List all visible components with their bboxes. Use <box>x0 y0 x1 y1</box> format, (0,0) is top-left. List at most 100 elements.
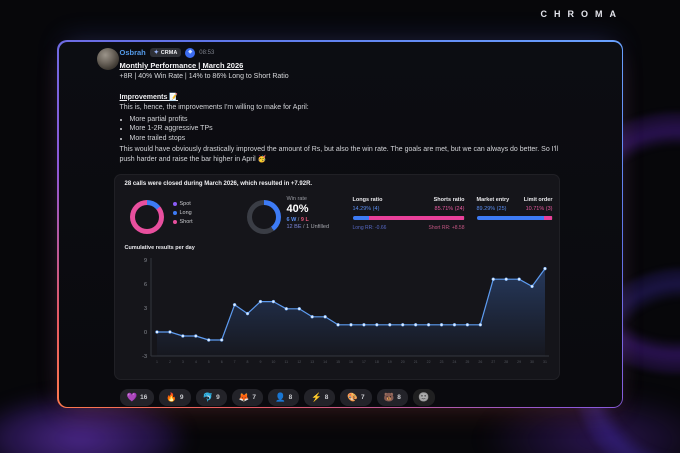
timestamp: 08:53 <box>199 49 215 56</box>
legend-label: Spot <box>179 200 191 207</box>
add-reaction-button[interactable]: 🙂 <box>412 388 435 406</box>
svg-text:29: 29 <box>517 360 521 364</box>
entry-type-bar <box>476 215 553 220</box>
shorts-ratio-value: 85.71% (24) <box>434 205 465 212</box>
svg-text:19: 19 <box>387 360 391 364</box>
fire-emoji-icon: 🔥 <box>166 391 177 402</box>
positions-legend: Spot Long Short <box>172 200 193 225</box>
reaction-count: 9 <box>179 393 184 401</box>
winrate-stats: Win rate 40% 6 W / 9 L 12 BE / 1 Unfille… <box>287 196 330 231</box>
legend-item: Long <box>172 209 193 216</box>
limit-order-label: Limit order <box>523 196 553 203</box>
left-bar-segment <box>352 215 369 220</box>
svg-text:6: 6 <box>143 282 146 288</box>
be-unfilled-line: 12 BE / 1 Unfilled <box>286 223 330 230</box>
message-title: Monthly Performance | March 2026 <box>119 60 244 70</box>
svg-text:9: 9 <box>143 258 146 264</box>
svg-text:26: 26 <box>478 360 482 364</box>
svg-text:-3: -3 <box>142 354 147 360</box>
closing-paragraph: This would have obviously drastically im… <box>119 146 559 163</box>
reaction-pill-fire[interactable]: 🔥 9 <box>159 388 191 406</box>
username[interactable]: Osbrah <box>119 48 146 57</box>
legend-label: Short <box>179 218 193 225</box>
svg-text:25: 25 <box>465 360 469 364</box>
longs-ratio-value: 14.29% (4) <box>352 205 380 212</box>
reaction-pill-colorful-sphere[interactable]: 🎨 7 <box>340 388 372 406</box>
right-bar-segment <box>368 215 465 220</box>
market-entry-label: Market entry <box>476 196 510 203</box>
reaction-pill-bear[interactable]: 🐻 8 <box>376 388 408 406</box>
legend-dot <box>172 219 177 224</box>
improvement-item: More partial profits <box>130 115 590 125</box>
improvement-item: More trailed stops <box>130 134 590 144</box>
entry-type-ratio: Market entry Limit order 89.29% (25) 10.71… <box>476 196 553 220</box>
unfilled: 1 Unfilled <box>306 223 330 230</box>
legend-dot <box>172 201 177 206</box>
message-header: Osbrah ✦ CRMA ◆ 08:53 <box>119 47 215 59</box>
losses: 9 L <box>300 216 309 223</box>
colorful-sphere-emoji-icon: 🎨 <box>347 391 359 402</box>
reaction-count: 8 <box>288 393 293 401</box>
improvements-intro: This is, hence, the improvements I'm wil… <box>119 104 309 111</box>
winrate-donut-chart <box>246 199 281 234</box>
wins: 6 W <box>286 216 297 223</box>
improvement-item: More 1-2R aggressive TPs <box>130 124 590 134</box>
svg-text:27: 27 <box>491 360 495 364</box>
legend-item: Spot <box>172 200 193 207</box>
svg-text:21: 21 <box>413 360 417 364</box>
short-rr: Short RR: +8.58 <box>428 224 465 231</box>
lightning-emoji-icon: ⚡ <box>311 391 322 402</box>
avatar[interactable] <box>96 47 119 70</box>
legend-label: Long <box>179 209 192 216</box>
svg-text:3: 3 <box>181 360 183 364</box>
reaction-count: 7 <box>361 393 365 401</box>
legend-item: Short <box>172 218 193 225</box>
svg-text:14: 14 <box>323 360 327 364</box>
stats-panel-header: 28 calls were closed during March 2026, … <box>124 180 313 187</box>
role-badge-label: CRMA <box>160 49 178 56</box>
svg-text:23: 23 <box>439 360 443 364</box>
svg-text:12: 12 <box>297 360 301 364</box>
svg-text:16: 16 <box>349 360 353 364</box>
svg-text:15: 15 <box>336 360 340 364</box>
win-loss-line: 6 W / 9 L <box>286 216 309 223</box>
breakeven: 12 BE <box>286 223 302 230</box>
svg-text:5: 5 <box>207 360 209 364</box>
market-entry-value: 89.29% (25) <box>476 205 507 212</box>
shorts-ratio-label: Shorts ratio <box>433 196 465 203</box>
reaction-pill-fox[interactable]: 🦊 7 <box>231 388 263 406</box>
winrate-value: 40% <box>286 202 309 215</box>
reaction-count: 8 <box>324 393 329 401</box>
role-badge[interactable]: ✦ CRMA <box>149 48 182 57</box>
reaction-pill-lightning[interactable]: ⚡ 8 <box>304 388 336 406</box>
svg-text:4: 4 <box>194 360 196 364</box>
limit-order-value: 10.71% (3) <box>525 205 553 212</box>
svg-text:31: 31 <box>543 360 547 364</box>
reaction-pill-blue-creature[interactable]: 🐬 9 <box>195 388 227 406</box>
winrate-label: Win rate <box>286 195 307 202</box>
svg-text:9: 9 <box>259 360 261 364</box>
reactions-row: 💜 16 🔥 9 🐬 9 🦊 7 👤 8 ⚡ 8 🎨 7 🐻 8 🙂 <box>119 388 435 406</box>
fox-emoji-icon: 🦊 <box>238 391 250 402</box>
boost-badge-icon[interactable]: ◆ <box>185 47 196 58</box>
svg-text:2: 2 <box>168 360 170 364</box>
svg-text:20: 20 <box>400 360 404 364</box>
bear-emoji-icon: 🐻 <box>383 391 395 402</box>
reaction-pill-gradient-heart[interactable]: 💜 16 <box>119 388 155 406</box>
longs-shorts-ratio: Longs ratio Shorts ratio 14.29% (4) 85.71%… <box>352 196 465 231</box>
positions-donut-chart <box>129 199 164 234</box>
svg-text:18: 18 <box>374 360 378 364</box>
longs-shorts-bar <box>352 215 465 220</box>
chroma-logo: CHROMA <box>540 9 623 19</box>
legend-dot <box>172 210 177 215</box>
improvements-heading: Improvements 📝 <box>119 93 179 101</box>
cumulative-line-chart: 9 6 3 0 -3 1 2 3 4 5 6 7 8 9 10 11 12 13 14 15 16 17 18 19 20 21 2… <box>121 254 555 377</box>
reaction-pill-person[interactable]: 👤 8 <box>267 388 300 406</box>
screenshot-card-border: Osbrah ✦ CRMA ◆ 08:53 Monthly Performance… <box>57 40 623 408</box>
improvements-list: More partial profitsMore 1-2R aggressive… <box>120 115 590 144</box>
longs-ratio-label: Longs ratio <box>352 196 383 203</box>
svg-text:17: 17 <box>361 360 365 364</box>
svg-text:0: 0 <box>143 330 146 336</box>
donut-hole <box>251 204 276 229</box>
